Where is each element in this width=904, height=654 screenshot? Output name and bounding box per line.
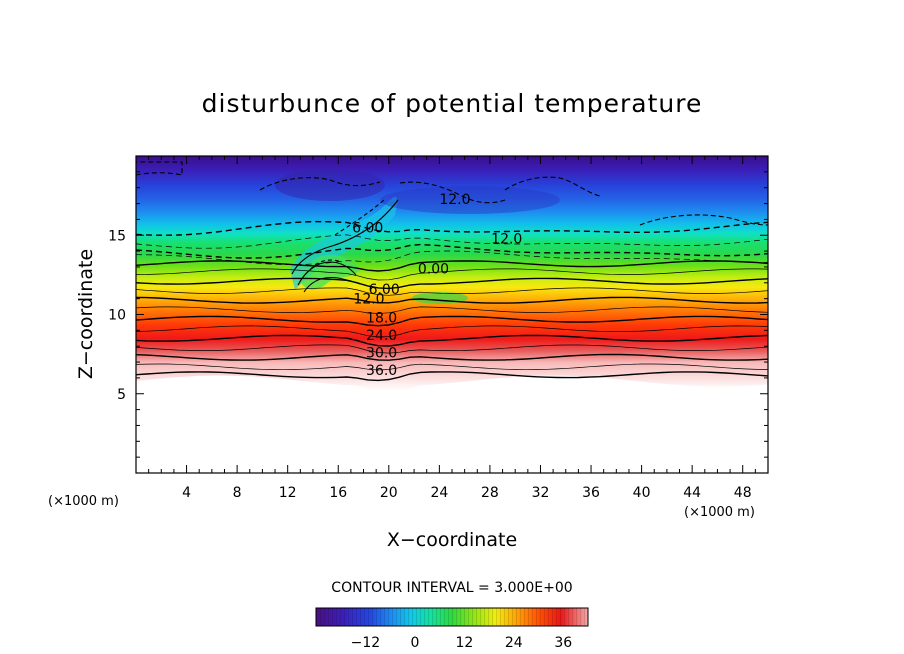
x-axis-label: X−coordinate <box>387 529 517 551</box>
contour-line <box>136 287 768 296</box>
x-tick-label: 16 <box>329 485 347 501</box>
x-unit-right: (×1000 m) <box>684 505 755 520</box>
chart-title: disturbunce of potential temperature <box>202 89 703 118</box>
contour-label: 18.0 <box>366 311 397 327</box>
contour-line <box>136 315 768 327</box>
colorbar-tick-label: −12 <box>351 635 381 651</box>
x-tick-label: 28 <box>481 485 499 501</box>
contour-line <box>136 306 768 314</box>
contour-line <box>136 220 768 236</box>
x-tick-label: 32 <box>532 485 550 501</box>
y-tick-label: 5 <box>117 387 126 403</box>
swirl-contours <box>136 161 768 293</box>
x-tick-label: 40 <box>633 485 651 501</box>
contour-label: 12.0 <box>491 231 522 247</box>
contour-label: 0.00 <box>418 262 449 278</box>
cloud-top-dark <box>275 169 385 201</box>
contour-line <box>136 334 768 347</box>
colorbar-tick-label: 12 <box>455 635 473 651</box>
contour-label: 12.0 <box>353 292 384 308</box>
x-unit-left: (×1000 m) <box>48 494 119 509</box>
contour-line <box>136 243 768 259</box>
contour-line <box>136 371 768 382</box>
contour-label: 24.0 <box>366 328 397 344</box>
contour-label: 6.00 <box>369 282 400 298</box>
contour-interval-label: CONTOUR INTERVAL = 3.000E+00 <box>331 580 572 596</box>
contour-line <box>136 277 768 290</box>
contour-label: 6.00 <box>352 220 383 236</box>
contour-line <box>136 260 768 272</box>
x-tick-label: 44 <box>683 485 701 501</box>
contour-line <box>136 363 768 371</box>
colorbar: −12 0 12 24 36 <box>315 607 589 651</box>
y-axis-ticks: 5 10 15 <box>108 171 768 458</box>
contour-line <box>136 268 768 281</box>
colorbar-tick-label: 36 <box>554 635 572 651</box>
x-axis-ticks: 4 8 12 16 20 24 28 32 36 40 44 48 <box>148 156 756 501</box>
colorbar-ticks: −12 0 12 24 36 <box>351 635 573 651</box>
colorbar-tick-label: 24 <box>505 635 523 651</box>
dashed-contours <box>136 220 768 265</box>
contour-line <box>136 344 768 354</box>
contour-line <box>136 353 768 361</box>
contour-label: 30.0 <box>366 346 397 362</box>
x-tick-label: 20 <box>380 485 398 501</box>
y-tick-label: 10 <box>108 308 126 324</box>
x-tick-label: 8 <box>233 485 242 501</box>
contour-line <box>136 325 768 338</box>
x-tick-label: 36 <box>582 485 600 501</box>
x-tick-label: 48 <box>734 485 752 501</box>
solid-contours <box>136 260 768 382</box>
contour-label: 12.0 <box>439 192 470 208</box>
colorbar-tick-label: 0 <box>410 635 419 651</box>
contour-line <box>136 250 768 265</box>
contour-line <box>136 296 768 304</box>
contour-line <box>136 234 768 249</box>
x-tick-label: 24 <box>430 485 448 501</box>
x-tick-label: 4 <box>182 485 191 501</box>
y-axis-label: Z−coordinate <box>75 249 97 379</box>
contour-label: 36.0 <box>366 363 397 379</box>
y-tick-label: 15 <box>108 228 126 244</box>
x-tick-label: 12 <box>279 485 297 501</box>
